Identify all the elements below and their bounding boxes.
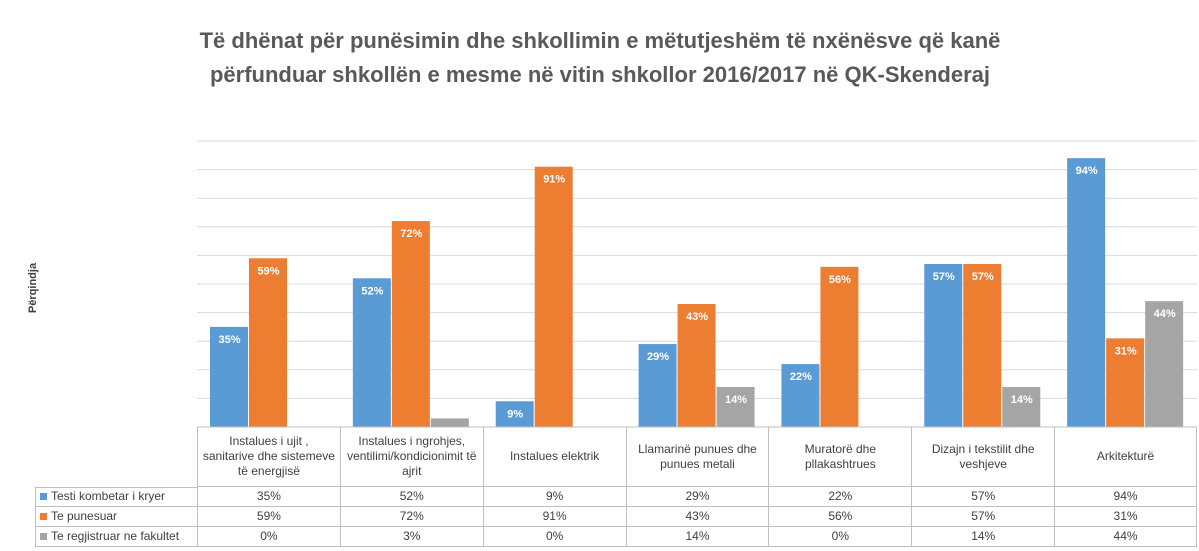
table-cell: 0% [482, 527, 626, 547]
table-cell: 31% [1054, 507, 1197, 527]
data-label: 72% [400, 228, 422, 240]
data-label: 57% [933, 271, 955, 283]
data-label: 3% [442, 425, 458, 437]
table-cell: 44% [1054, 527, 1197, 547]
bar [820, 266, 859, 427]
bar [716, 386, 755, 427]
bar [210, 326, 248, 427]
table-cell: 22% [768, 487, 912, 507]
table-cell: 56% [768, 507, 912, 527]
legend-swatch [40, 533, 47, 540]
x-tick-label: Llamarinë punues dhe punues metali [625, 427, 769, 487]
data-label: 43% [686, 311, 708, 323]
table-cell: 14% [625, 527, 769, 547]
bar [352, 278, 391, 427]
table-line [35, 487, 197, 488]
table-cell: 3% [339, 527, 483, 547]
data-label: 0% [585, 434, 601, 446]
data-label: 0% [871, 434, 887, 446]
table-cell: 0% [197, 527, 340, 547]
data-label: 44% [1154, 308, 1176, 320]
table-cell: 52% [339, 487, 483, 507]
x-tick-label: Instalues i ujit , sanitarive dhe sistem… [197, 427, 340, 487]
data-label: 57% [972, 271, 994, 283]
y-axis-label: Përqindja [27, 262, 39, 313]
x-tick-label: Arkitekturë [1054, 427, 1197, 487]
table-cell: 57% [911, 507, 1055, 527]
chart-title: Të dhënat për punësimin dhe shkollimin e… [199, 28, 1001, 87]
legend-label: Te regjistruar ne fakultet [51, 529, 180, 543]
data-label: 59% [257, 265, 279, 277]
table-cell: 0% [768, 527, 912, 547]
legend-entry: Te punesuar [35, 507, 197, 527]
table-cell: 43% [625, 507, 769, 527]
table-cell: 72% [339, 507, 483, 527]
bar [1067, 158, 1106, 427]
x-tick-label: Muratorë dhe pllakashtrues [768, 427, 912, 487]
data-label: 52% [361, 285, 383, 297]
data-label: 91% [543, 174, 565, 186]
table-cell: 59% [197, 507, 340, 527]
legend-swatch [40, 513, 47, 520]
table-cell: 29% [625, 487, 769, 507]
table-cell: 14% [911, 527, 1055, 547]
x-tick-label: Instalues elektrik [482, 427, 626, 487]
legend-entry: Testi kombetar i kryer [35, 487, 197, 507]
bar [1002, 386, 1041, 427]
bar [495, 401, 534, 427]
data-label: 22% [790, 371, 812, 383]
data-label: 29% [647, 351, 669, 363]
bar [924, 263, 963, 427]
bar [781, 364, 820, 427]
bar [534, 166, 573, 428]
bar [249, 258, 287, 427]
bar [430, 418, 469, 427]
data-label: 0% [300, 434, 316, 446]
legend-entry: Te regjistruar ne fakultet [35, 527, 197, 547]
data-label: 31% [1115, 345, 1137, 357]
table-cell: 91% [482, 507, 626, 527]
legend-label: Te punesuar [51, 509, 118, 523]
table-cell: 94% [1054, 487, 1197, 507]
bar [391, 221, 430, 427]
table-cell: 9% [482, 487, 626, 507]
bar [677, 304, 716, 427]
x-tick-label: Instalues i ngrohjes, ventilimi/kondicio… [339, 427, 483, 487]
data-label: 94% [1076, 165, 1098, 177]
table-cell: 57% [911, 487, 1055, 507]
bar [1106, 338, 1145, 427]
table-cell: 35% [197, 487, 340, 507]
bar [638, 344, 677, 427]
x-tick-label: Dizajn i tekstilit dhe veshjeve [911, 427, 1055, 487]
data-label: 14% [725, 394, 747, 406]
data-label: 56% [829, 274, 851, 286]
data-label: 35% [218, 334, 240, 346]
data-label: 9% [507, 408, 523, 420]
bar [1145, 301, 1184, 427]
data-label: 14% [1011, 394, 1033, 406]
legend-swatch [40, 493, 47, 500]
bar [963, 263, 1002, 427]
legend-label: Testi kombetar i kryer [51, 489, 166, 503]
